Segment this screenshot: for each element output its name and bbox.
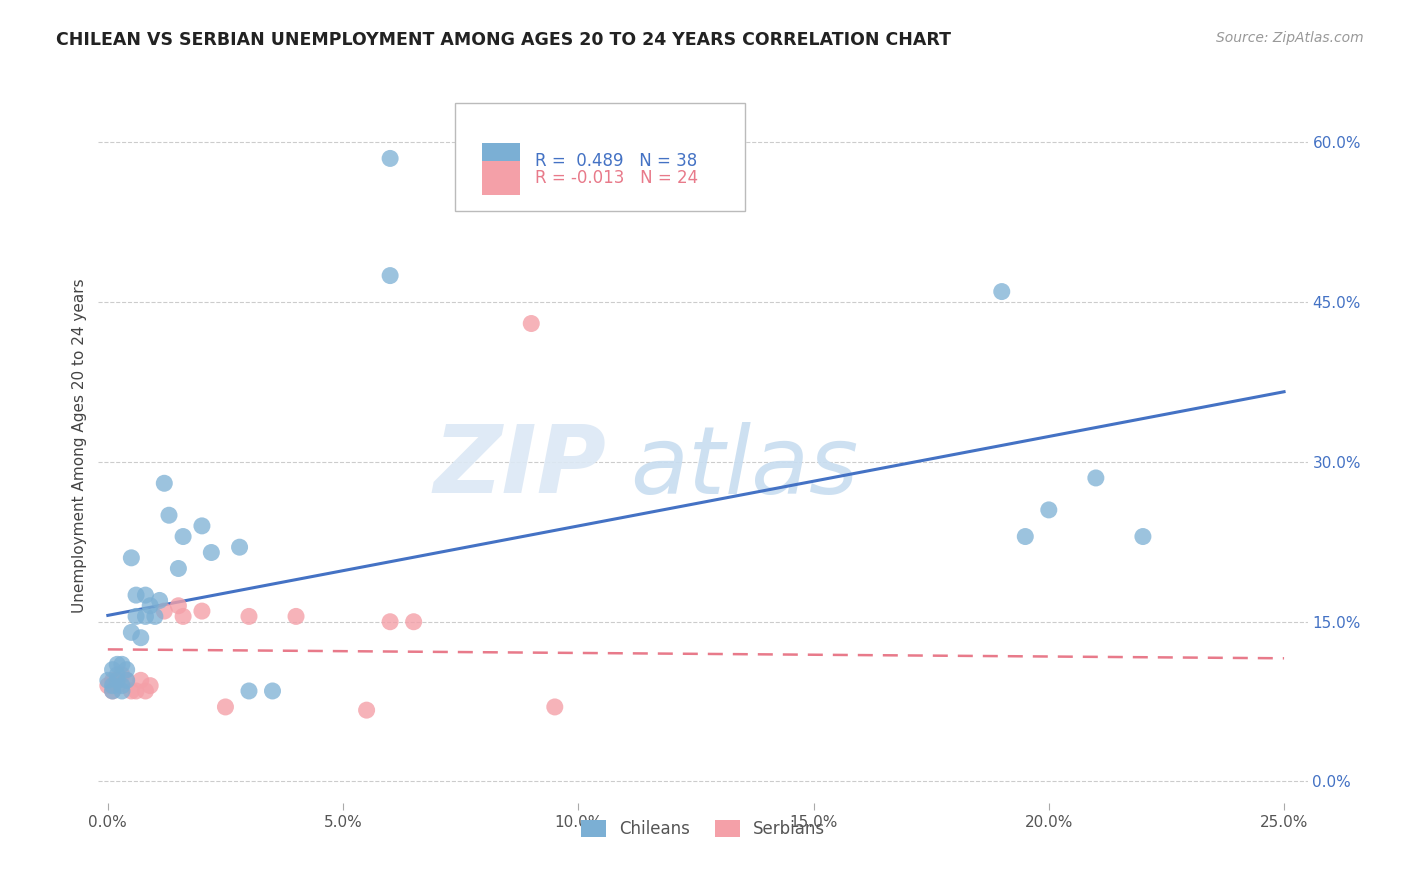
Point — [191, 519, 214, 533]
Point — [238, 609, 260, 624]
Point — [200, 545, 222, 559]
Point — [378, 615, 401, 629]
Point — [111, 684, 134, 698]
Point — [1132, 529, 1154, 543]
Point — [544, 700, 567, 714]
Point — [191, 604, 214, 618]
Point — [105, 673, 128, 688]
FancyBboxPatch shape — [482, 144, 520, 178]
Point — [97, 679, 120, 693]
Point — [1038, 503, 1060, 517]
Point — [115, 673, 138, 688]
Point — [1014, 529, 1036, 543]
Point — [120, 684, 142, 698]
Point — [1084, 471, 1107, 485]
Point — [402, 615, 425, 629]
Point — [120, 550, 142, 565]
Point — [143, 609, 166, 624]
Point — [356, 703, 378, 717]
Point — [285, 609, 308, 624]
Point — [101, 663, 124, 677]
Text: CHILEAN VS SERBIAN UNEMPLOYMENT AMONG AGES 20 TO 24 YEARS CORRELATION CHART: CHILEAN VS SERBIAN UNEMPLOYMENT AMONG AG… — [56, 31, 952, 49]
Point — [172, 529, 194, 543]
Point — [378, 152, 401, 166]
Point — [125, 684, 148, 698]
Point — [129, 631, 152, 645]
Point — [520, 317, 543, 331]
Point — [172, 609, 194, 624]
Text: ZIP: ZIP — [433, 421, 606, 514]
Text: R =  0.489   N = 38: R = 0.489 N = 38 — [534, 152, 697, 169]
Point — [111, 668, 134, 682]
Point — [139, 599, 162, 613]
Point — [120, 625, 142, 640]
Point — [111, 657, 134, 672]
Point — [134, 609, 156, 624]
Point — [134, 588, 156, 602]
Point — [134, 684, 156, 698]
Point — [262, 684, 284, 698]
Point — [157, 508, 180, 523]
Text: atlas: atlas — [630, 422, 859, 513]
Point — [111, 679, 134, 693]
Point — [129, 673, 152, 688]
Point — [101, 684, 124, 698]
Point — [125, 609, 148, 624]
Point — [101, 673, 124, 688]
Point — [105, 679, 128, 693]
Point — [101, 679, 124, 693]
Text: R = -0.013   N = 24: R = -0.013 N = 24 — [534, 169, 697, 186]
Y-axis label: Unemployment Among Ages 20 to 24 years: Unemployment Among Ages 20 to 24 years — [72, 278, 87, 614]
Point — [153, 476, 176, 491]
Point — [149, 593, 172, 607]
Point — [101, 684, 124, 698]
Text: Source: ZipAtlas.com: Source: ZipAtlas.com — [1216, 31, 1364, 45]
Point — [167, 561, 190, 575]
FancyBboxPatch shape — [482, 161, 520, 194]
Point — [139, 679, 162, 693]
Point — [378, 268, 401, 283]
FancyBboxPatch shape — [456, 103, 745, 211]
Point — [105, 673, 128, 688]
Point — [97, 673, 120, 688]
Point — [153, 604, 176, 618]
Point — [105, 657, 128, 672]
Point — [228, 540, 250, 554]
Point — [115, 663, 138, 677]
Point — [125, 588, 148, 602]
Legend: Chileans, Serbians: Chileans, Serbians — [574, 813, 832, 845]
Point — [167, 599, 190, 613]
Point — [115, 673, 138, 688]
Point — [105, 668, 128, 682]
Point — [214, 700, 236, 714]
Point — [990, 285, 1012, 299]
Point — [238, 684, 260, 698]
